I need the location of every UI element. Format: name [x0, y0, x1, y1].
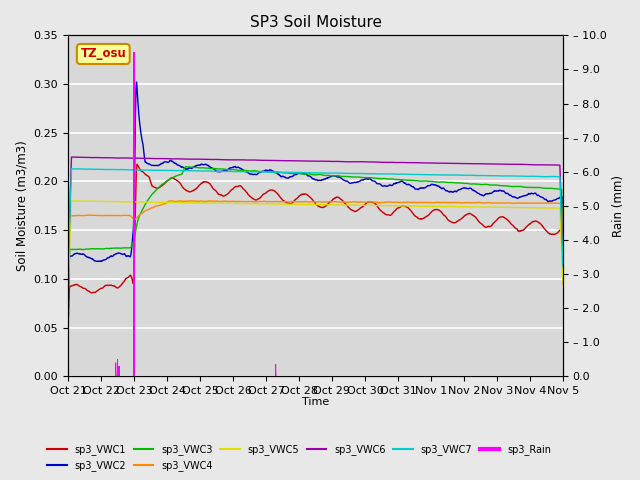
Bar: [117, 359, 118, 376]
Y-axis label: Soil Moisture (m3/m3): Soil Moisture (m3/m3): [15, 141, 28, 271]
Bar: [275, 364, 276, 376]
X-axis label: Time: Time: [302, 397, 329, 408]
Bar: [118, 366, 120, 376]
Legend: sp3_VWC1, sp3_VWC2, sp3_VWC3, sp3_VWC4, sp3_VWC5, sp3_VWC6, sp3_VWC7, sp3_Rain: sp3_VWC1, sp3_VWC2, sp3_VWC3, sp3_VWC4, …: [44, 441, 555, 475]
Bar: [133, 52, 135, 376]
Text: TZ_osu: TZ_osu: [81, 48, 126, 60]
Title: SP3 Soil Moisture: SP3 Soil Moisture: [250, 15, 381, 30]
Y-axis label: Rain (mm): Rain (mm): [612, 175, 625, 237]
Bar: [115, 363, 116, 376]
